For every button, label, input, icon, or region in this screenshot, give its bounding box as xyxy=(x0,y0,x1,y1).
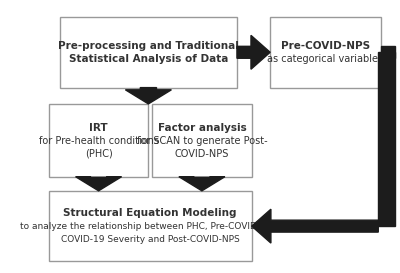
Polygon shape xyxy=(237,35,270,69)
Text: Structural Equation Modeling: Structural Equation Modeling xyxy=(64,208,237,218)
Text: Factor analysis: Factor analysis xyxy=(158,123,246,132)
Polygon shape xyxy=(125,88,172,104)
FancyBboxPatch shape xyxy=(60,17,237,88)
Text: Statistical Analysis of Data: Statistical Analysis of Data xyxy=(69,54,228,64)
Text: as categorical variables: as categorical variables xyxy=(268,54,384,64)
Text: (PHC): (PHC) xyxy=(85,149,112,159)
Polygon shape xyxy=(381,46,394,58)
Text: Pre-processing and Traditional: Pre-processing and Traditional xyxy=(58,41,239,51)
FancyBboxPatch shape xyxy=(49,191,252,262)
Polygon shape xyxy=(252,209,378,243)
Text: IRT: IRT xyxy=(89,123,108,132)
Text: Pre-COVID-NPS: Pre-COVID-NPS xyxy=(281,41,370,51)
Text: for Pre-health conditions: for Pre-health conditions xyxy=(38,136,158,146)
Text: for SCAN to generate Post-: for SCAN to generate Post- xyxy=(136,136,267,146)
FancyBboxPatch shape xyxy=(270,17,381,88)
FancyBboxPatch shape xyxy=(152,104,252,177)
Polygon shape xyxy=(179,177,225,191)
FancyBboxPatch shape xyxy=(49,104,148,177)
Polygon shape xyxy=(76,177,122,191)
Text: COVID-NPS: COVID-NPS xyxy=(175,149,229,159)
Polygon shape xyxy=(378,52,394,226)
Text: COVID-19 Severity and Post-COVID-NPS: COVID-19 Severity and Post-COVID-NPS xyxy=(61,235,240,244)
Text: to analyze the relationship between PHC, Pre-COVID-NPS,: to analyze the relationship between PHC,… xyxy=(20,222,281,231)
